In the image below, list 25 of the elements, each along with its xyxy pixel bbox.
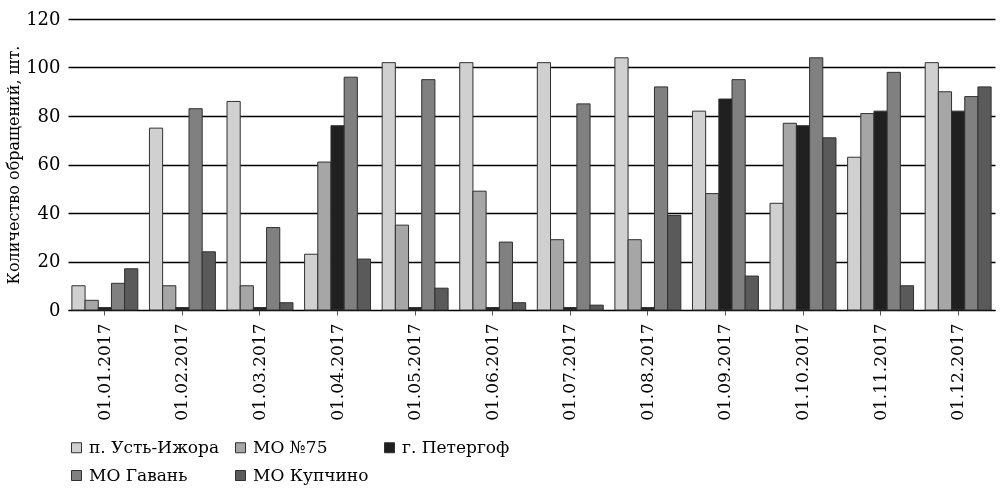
x-tick-label: 01.04.2017 bbox=[326, 323, 347, 421]
y-tick-label: 80 bbox=[37, 104, 61, 126]
x-tick-label: 01.02.2017 bbox=[171, 323, 192, 421]
y-axis-title: Количество обращений, шт. bbox=[4, 45, 24, 285]
legend-label: МО Купчино bbox=[253, 464, 369, 485]
legend-label: п. Усть-Ижора bbox=[89, 436, 220, 457]
legend-label: МО Гавань bbox=[89, 464, 188, 485]
legend-label: г. Петергоф bbox=[402, 436, 510, 457]
x-tick-label: 01.01.2017 bbox=[93, 323, 114, 421]
y-tick-label: 0 bbox=[49, 298, 61, 320]
x-tick-label: 01.12.2017 bbox=[947, 323, 968, 421]
x-tick-label: 01.08.2017 bbox=[636, 323, 657, 421]
x-tick-label: 01.03.2017 bbox=[248, 323, 269, 421]
y-tick-label: 40 bbox=[37, 201, 61, 223]
y-tick-label: 120 bbox=[26, 7, 61, 29]
y-tick-label: 60 bbox=[37, 153, 61, 174]
x-tick-label: 01.06.2017 bbox=[481, 323, 502, 421]
x-tick-label: 01.10.2017 bbox=[792, 323, 813, 421]
x-tick-label: 01.09.2017 bbox=[714, 323, 735, 421]
x-tick-label: 01.07.2017 bbox=[559, 323, 580, 421]
y-tick-label: 100 bbox=[26, 56, 61, 77]
x-tick-label: 01.11.2017 bbox=[869, 323, 890, 421]
legend-label: МО №75 bbox=[253, 436, 328, 457]
x-tick-label: 01.05.2017 bbox=[404, 323, 425, 421]
y-tick-label: 20 bbox=[37, 250, 61, 271]
